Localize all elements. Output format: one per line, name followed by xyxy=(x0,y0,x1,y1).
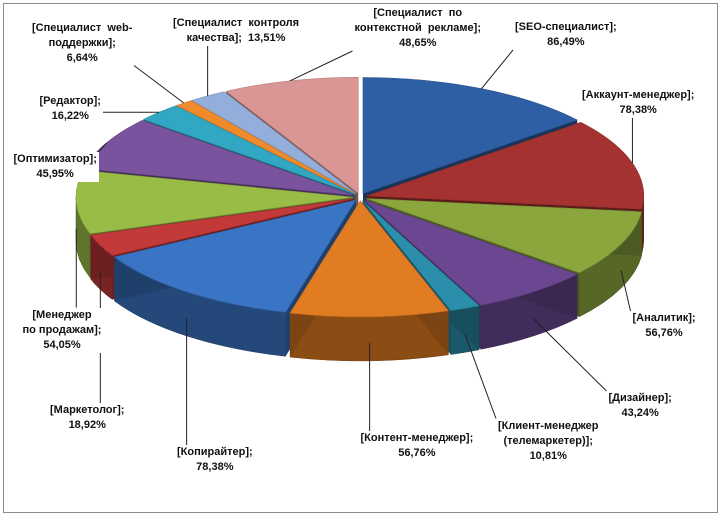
data-label-специалист-по-контекстной-рекламе: [Специалист по контекстной рекламе]; 48,… xyxy=(352,6,483,51)
leader-line xyxy=(481,49,514,89)
leader-line xyxy=(289,50,353,82)
data-label-менеджер-по-продажам: [Менеджер по продажам]; 54,05% xyxy=(20,307,104,353)
leader-line xyxy=(464,334,497,419)
data-label-аналитик: [Аналитик]; 56,76% xyxy=(630,311,698,341)
data-label-seo-специалист: [SEO-специалист]; 86,49% xyxy=(513,20,619,50)
data-label-клиент-менеджер-телемаркетер: [Клиент-менеджер (телемаркетер)]; 10,81% xyxy=(496,418,601,464)
leader-line xyxy=(532,318,607,392)
data-label-специалист-web-поддержки: [Специалист web- поддержки]; 6,64% xyxy=(30,20,135,66)
leader-line xyxy=(620,270,631,312)
data-label-редактор: [Редактор]; 16,22% xyxy=(37,94,103,124)
data-label-оптимизатор: [Оптимизатор]; 45,95% xyxy=(11,152,99,182)
data-label-контент-менеджер: [Контент-менеджер]; 56,76% xyxy=(358,431,476,461)
leader-line xyxy=(133,65,185,104)
leader-lines xyxy=(75,46,633,445)
data-label-аккаунт-менеджер: [Аккаунт-менеджер]; 78,38% xyxy=(580,88,697,118)
data-label-дизайнер: [Дизайнер]; 43,24% xyxy=(606,391,674,421)
pie-tops xyxy=(75,76,644,318)
pie-slice-4клиент-менеджер-телемаркетер xyxy=(362,200,480,311)
pie-slice-2аналитик xyxy=(366,198,643,274)
data-label-специалист-контроля-качества: [Специалист контроля качества]; 13,51% xyxy=(171,16,302,46)
data-label-маркетолог: [Маркетолог]; 18,92% xyxy=(48,403,127,433)
pie-slice-5контент-менеджер xyxy=(289,200,449,318)
pie-slice-12специалист-контроля-качества xyxy=(191,91,357,195)
pie-slice-6копирайтер xyxy=(113,199,357,313)
leader-line xyxy=(98,142,107,153)
pie-slice-7маркетолог xyxy=(90,198,354,256)
data-label-копирайтер: [Копирайтер]; 78,38% xyxy=(175,445,255,475)
pie-slice-3дизайнер xyxy=(364,199,578,306)
